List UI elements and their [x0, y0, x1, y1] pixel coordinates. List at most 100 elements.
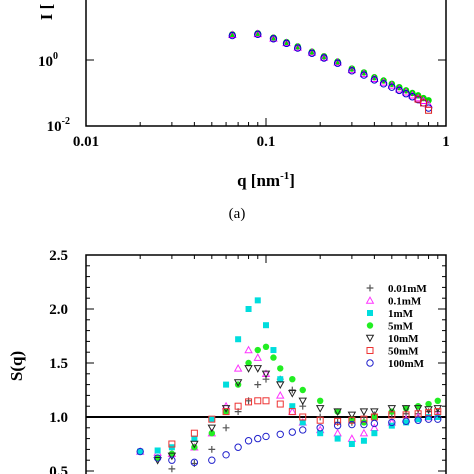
panel-b-data-point — [299, 386, 306, 394]
panel-b-data-point — [288, 408, 296, 416]
panel-b-data-point — [424, 415, 433, 423]
panel-b-data-point — [317, 430, 324, 437]
panel-b-data-point — [288, 386, 296, 394]
panel-b-data-point — [434, 414, 441, 420]
panel-a-data-point — [370, 74, 379, 82]
panel-a-data-point — [253, 29, 263, 38]
legend-marker — [366, 359, 374, 367]
panel-b-data-point — [261, 370, 271, 379]
panel-b-data-point — [347, 434, 357, 442]
panel-b-y-tick-label: 2.0 — [49, 302, 68, 318]
panel-b-data-point — [316, 397, 324, 404]
panel-b-data-point — [207, 424, 217, 433]
legend-label: 1mM — [388, 308, 414, 320]
panel-a-data-point — [307, 47, 317, 56]
panel-b-data-point — [359, 428, 369, 437]
panel-b-ticks — [85, 254, 446, 472]
panel-b-data-point — [347, 411, 357, 420]
panel-a-data-point — [387, 80, 397, 89]
panel-b-data-point — [208, 415, 216, 423]
panel-b-data-point — [348, 441, 355, 447]
panel-a-x-axis-title: q [nm-1] — [237, 170, 295, 190]
panel-b-data-point — [244, 345, 253, 354]
panel-a-x-tick-label: 0.1 — [257, 134, 276, 150]
panel-b-data-point — [359, 408, 369, 417]
legend-marker — [365, 296, 375, 304]
panel-b-data-point — [288, 428, 297, 436]
legend-marker — [365, 334, 375, 343]
panel-b-data-point — [401, 405, 411, 413]
panel-a-data-point — [359, 69, 369, 78]
panel-a-data-point — [320, 54, 328, 62]
panel-b-data-point — [208, 430, 216, 437]
legend-label: 5mM — [388, 321, 414, 333]
panel-b-data-point — [254, 346, 261, 354]
panel-b-y-tick-label: 2.5 — [49, 248, 68, 264]
panel-b-data-point — [360, 415, 368, 423]
panel-b-data-point — [289, 403, 296, 410]
panel-a-data-point — [414, 95, 422, 103]
panel-a-data-point — [420, 99, 428, 107]
panel-b-data-point — [299, 426, 307, 434]
legend-label: 100mM — [388, 358, 425, 370]
panel-a-data-point — [333, 57, 342, 66]
panel-b-data-point — [190, 440, 199, 449]
panel-a-data-point — [254, 30, 262, 39]
panel-b-data-points — [135, 297, 443, 473]
panel-b-data-point — [402, 417, 410, 426]
panel-b-data-point — [191, 435, 198, 442]
legend-label: 0.01mM — [388, 283, 427, 295]
panel-b-data-point — [402, 405, 410, 412]
panel-b-data-point — [371, 413, 378, 421]
panel-b-data-point — [167, 452, 177, 461]
panel-a-data-point — [408, 90, 417, 99]
panel-b-data-point — [245, 398, 253, 406]
panel-b-y-tick-labels: 0.5 1.0 1.5 2.0 2.5 — [49, 248, 68, 474]
panel-b-data-point — [270, 354, 277, 361]
panel-b-data-point — [168, 456, 176, 464]
panel-b-data-point — [415, 416, 422, 423]
panel-b-data-point — [334, 408, 341, 415]
panel-b-data-point — [434, 415, 442, 423]
panel-a-data-point — [347, 65, 357, 74]
panel-a-data-point — [293, 43, 302, 51]
panel-b-data-point — [360, 420, 368, 429]
panel-a-plot-frame — [85, 0, 447, 127]
panel-b-data-point — [253, 365, 263, 373]
panel-b-data-point — [276, 430, 284, 438]
panel-b-data-point — [289, 376, 296, 383]
panel-b-y-tick-label: 1.0 — [49, 410, 68, 426]
panel-a-x-tick-label: 0.01 — [73, 134, 99, 150]
panel-a-data-point — [360, 71, 368, 79]
panel-a-data-point — [282, 39, 291, 48]
panel-b-data-point — [137, 448, 144, 455]
panel-a-data-point — [348, 67, 356, 75]
panel-b-data-point — [254, 297, 261, 304]
panel-b-data-point — [316, 424, 324, 432]
panel-b-data-point — [298, 397, 307, 406]
panel-b-data-point — [254, 397, 262, 405]
panel-b-data-point — [414, 416, 422, 424]
panel-b-data-point — [154, 447, 161, 454]
panel-b-data-point — [288, 390, 297, 398]
panel-b-data-point — [254, 381, 262, 388]
panel-b-data-point — [234, 402, 242, 410]
panel-b-data-point — [168, 440, 176, 448]
panel-b-data-point — [245, 306, 252, 312]
panel-b-data-point — [360, 437, 367, 444]
panel-b-data-point — [233, 379, 243, 387]
panel-a-data-point — [370, 76, 379, 84]
panel-a-label: (a) — [229, 206, 246, 222]
panel-b-data-point — [235, 336, 242, 343]
panel-b-data-point — [388, 418, 396, 427]
panel-b-data-point — [190, 429, 198, 437]
panel-b-data-point — [244, 365, 253, 373]
legend-marker — [366, 347, 374, 354]
panel-b-data-point — [234, 443, 242, 451]
panel-a-y-tick-label: 100 — [38, 51, 58, 70]
panel-b-data-point — [208, 456, 216, 464]
panel-b-data-point — [154, 454, 161, 462]
panel-b-data-point — [253, 353, 263, 361]
legend-marker — [366, 284, 374, 292]
